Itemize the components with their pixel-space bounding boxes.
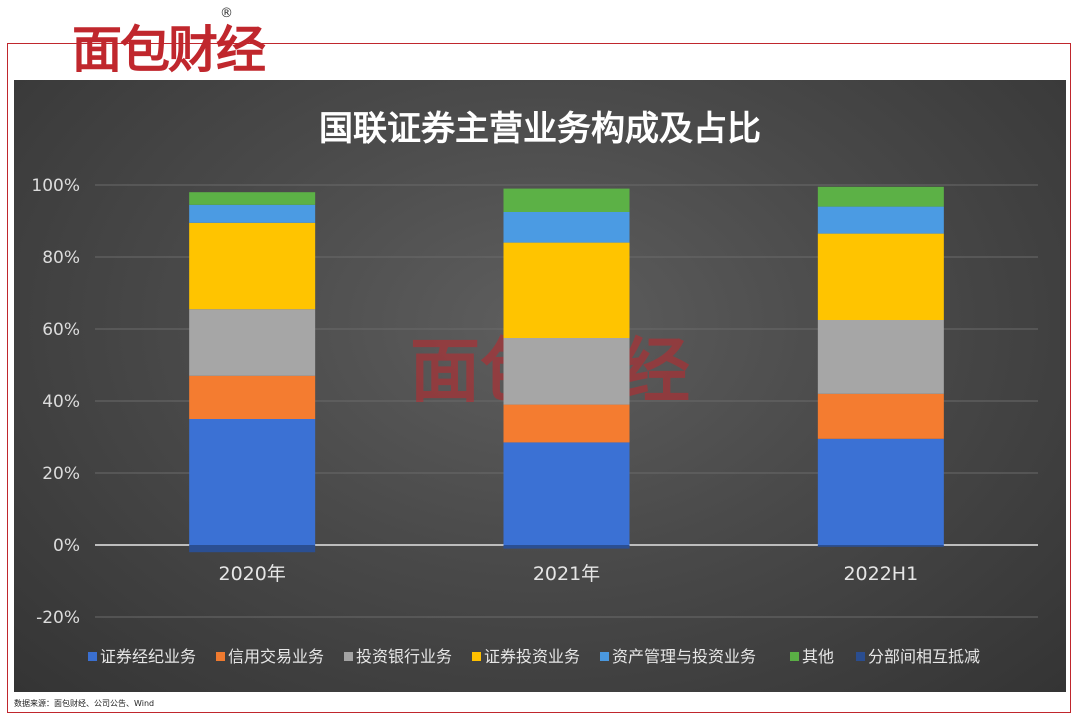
legend: 证券经纪业务 信用交易业务 投资银行业务 证券投资业务 资产管理与投资业务 其他 分部间相互… (88, 647, 980, 666)
legend-label: 资产管理与投资业务 (612, 647, 756, 666)
legend-swatch (790, 652, 799, 661)
registered-mark: ® (220, 6, 233, 21)
x-category-label: 2021年 (533, 563, 600, 585)
bars (189, 186, 944, 553)
bar-segment (189, 545, 316, 553)
legend-swatch (600, 652, 609, 661)
legend-swatch (88, 652, 97, 661)
bar-segment (503, 212, 630, 243)
brand-logo: 面包财经 ® (62, 6, 282, 79)
bar-segment (503, 242, 630, 338)
legend-label: 投资银行业务 (356, 647, 452, 666)
bar-segment (189, 192, 316, 205)
bar-segment (817, 438, 944, 545)
bar-segment (503, 545, 630, 549)
x-category-labels: 2020年 2021年 2022H1 (218, 563, 918, 585)
bar-segment (817, 393, 944, 439)
chart-title: 国联证券主营业务构成及占比 (319, 109, 761, 149)
y-tick-label: 0% (53, 536, 80, 556)
bar-segment (189, 204, 316, 223)
y-tick-labels: 100% 80% 60% 40% 20% 0% -20% (31, 176, 80, 628)
legend-label: 信用交易业务 (228, 647, 324, 666)
legend-swatch (856, 652, 865, 661)
bar-segment (817, 206, 944, 234)
bar-segment (503, 442, 630, 545)
source-note: 数据来源：面包财经、公司公告、Wind (14, 699, 155, 708)
outer-frame (7, 43, 1071, 713)
bar-segment (817, 186, 944, 207)
bar-segment (189, 309, 316, 376)
bar-segment (503, 338, 630, 405)
legend-swatch (344, 652, 353, 661)
legend-swatch (472, 652, 481, 661)
bar-segment (503, 188, 630, 212)
bar-segment (189, 419, 316, 545)
bar-segment (817, 233, 944, 320)
y-tick-label: 100% (31, 176, 80, 196)
bar-segment (189, 222, 316, 310)
legend-label: 证券经纪业务 (100, 647, 196, 666)
brand-logo-text: 面包财经 (72, 21, 266, 79)
y-tick-label: 60% (42, 320, 80, 340)
legend-label: 分部间相互抵减 (868, 647, 980, 666)
bar-segment (817, 545, 944, 547)
x-category-label: 2022H1 (843, 563, 918, 585)
y-tick-label: 80% (42, 248, 80, 268)
legend-label: 其他 (802, 647, 834, 666)
bar-segment (817, 320, 944, 394)
legend-label: 证券投资业务 (484, 647, 580, 666)
bar-segment (503, 404, 630, 443)
y-tick-label: 20% (42, 464, 80, 484)
y-tick-label: 40% (42, 392, 80, 412)
x-category-label: 2020年 (218, 563, 285, 585)
y-tick-label: -20% (36, 608, 80, 628)
legend-swatch (216, 652, 225, 661)
bar-segment (189, 375, 316, 419)
